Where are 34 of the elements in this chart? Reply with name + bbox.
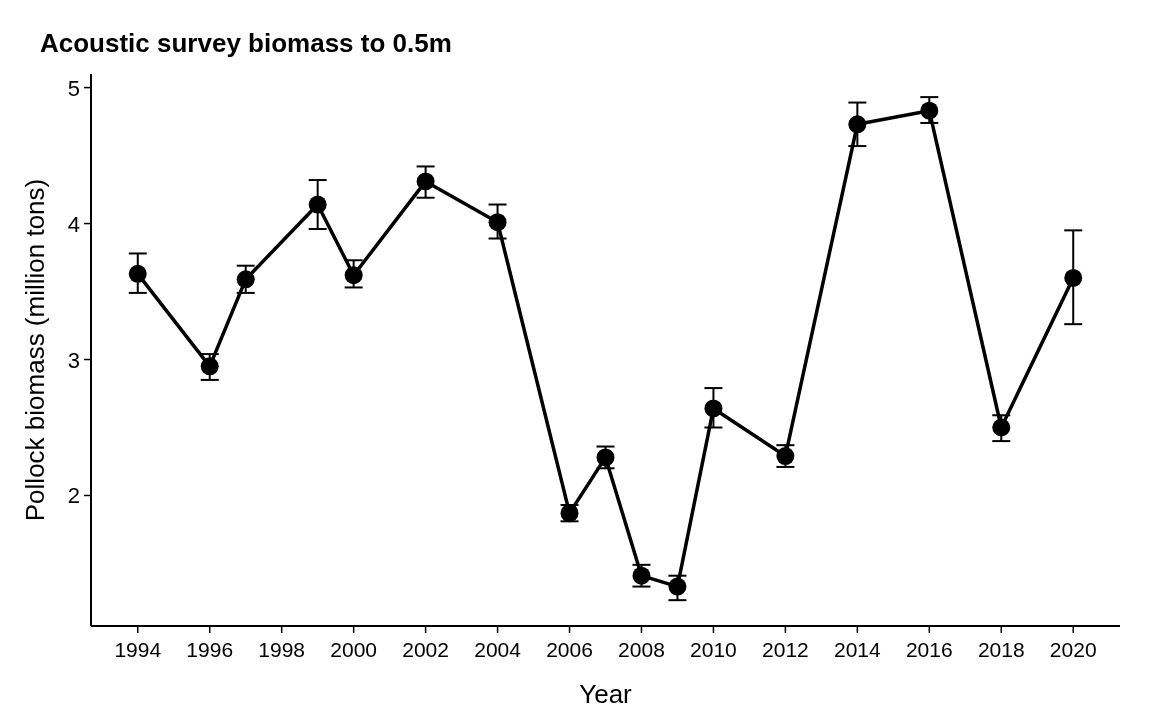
point	[668, 577, 687, 596]
x-tick-label: 2018	[977, 638, 1025, 661]
x-tick-label: 2006	[546, 638, 593, 661]
x-tick-label: 2004	[474, 638, 522, 661]
x-tick-label: 2002	[402, 638, 449, 661]
y-axis-title: Pollock biomass (million tons)	[20, 178, 50, 522]
y-tick-label: 4	[67, 211, 80, 237]
point	[416, 172, 435, 191]
point	[488, 213, 507, 232]
point	[920, 101, 939, 120]
point	[236, 270, 255, 289]
y-tick-label: 3	[67, 347, 80, 373]
point	[308, 195, 327, 214]
x-tick-label: 2000	[330, 638, 378, 661]
chart-title: Acoustic survey biomass to 0.5m	[40, 28, 452, 58]
x-tick-label: 2008	[618, 638, 665, 661]
x-tick-label: 1994	[114, 638, 162, 661]
y-tick-label: 5	[67, 75, 80, 101]
x-tick-label: 1998	[258, 638, 306, 661]
x-tick-label: 1996	[186, 638, 234, 661]
point	[1064, 268, 1083, 287]
x-tick-label: 2020	[1049, 638, 1097, 661]
x-tick-label: 2014	[833, 638, 882, 661]
point	[128, 264, 147, 283]
point	[200, 357, 219, 376]
x-axis-title: Year	[579, 679, 633, 709]
point	[848, 115, 867, 134]
point	[344, 266, 363, 285]
x-tick-label: 2016	[905, 638, 953, 661]
y-tick-label: 2	[67, 483, 80, 509]
point	[992, 418, 1011, 437]
point	[704, 399, 723, 418]
x-tick-label: 2010	[690, 638, 737, 661]
x-tick-label: 2012	[762, 638, 809, 661]
